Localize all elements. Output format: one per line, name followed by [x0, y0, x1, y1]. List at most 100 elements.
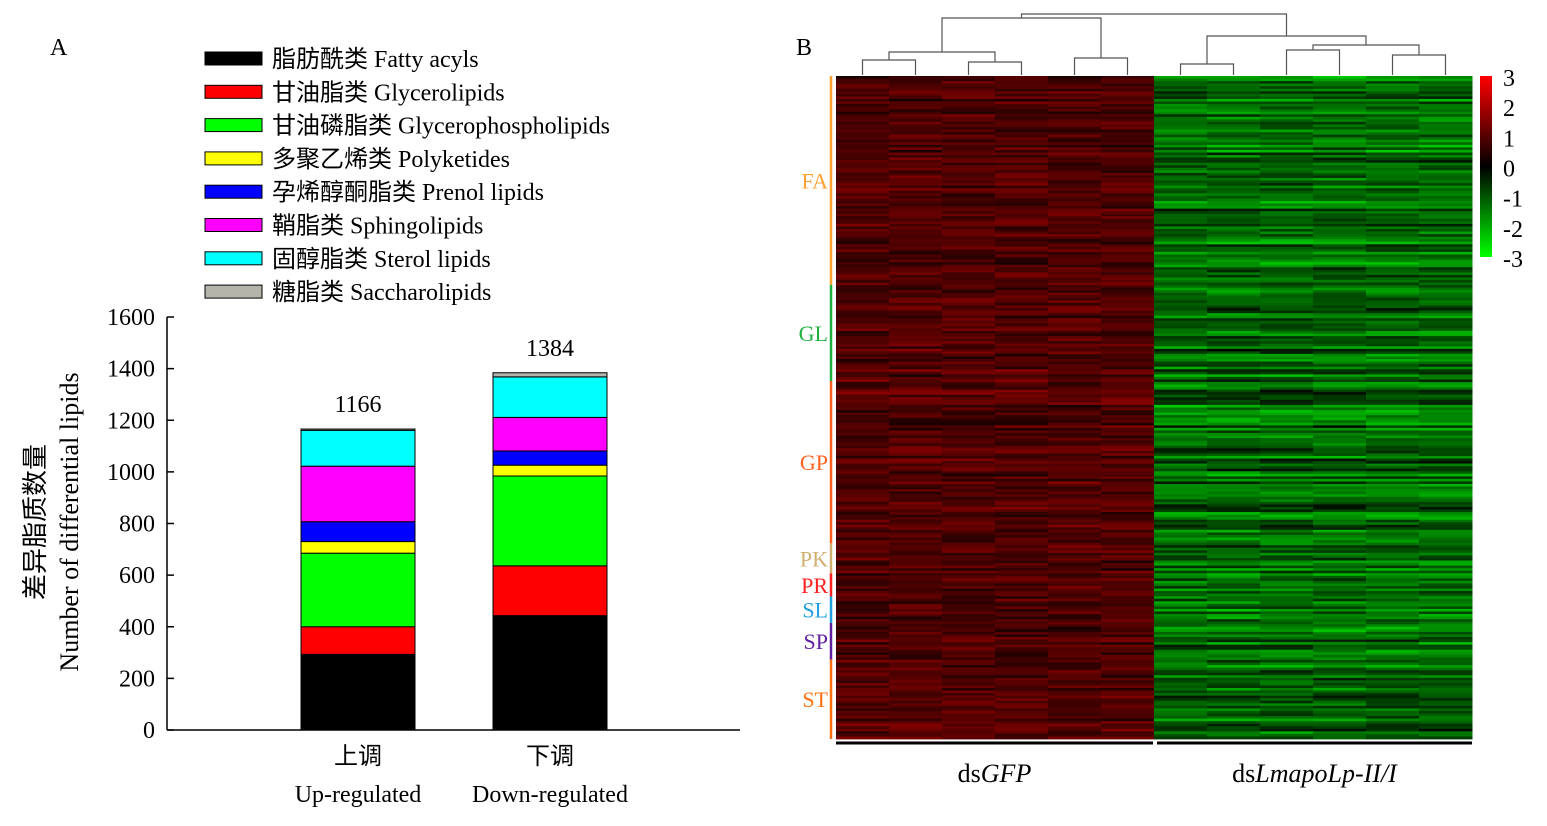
heatmap-cell [1366, 167, 1420, 171]
heatmap-cell [1154, 302, 1208, 306]
heatmap-cell [1048, 272, 1102, 276]
heatmap-cell [889, 351, 943, 355]
heatmap-cell [1260, 486, 1314, 490]
heatmap-cell [1101, 144, 1155, 148]
heatmap-cell [1260, 670, 1314, 674]
heatmap-cell [836, 96, 890, 100]
heatmap-cell [1419, 637, 1473, 640]
heatmap-cell [1366, 621, 1420, 625]
heatmap-cell [889, 96, 943, 100]
heatmap-cell [1366, 575, 1420, 579]
heatmap-cell [889, 160, 943, 164]
heatmap-cell [995, 675, 1049, 679]
heatmap-cell [1101, 208, 1155, 212]
heatmap-cell [836, 728, 890, 732]
heatmap-cell [1048, 193, 1102, 197]
heatmap-cell [995, 376, 1049, 380]
heatmap-cell [1207, 601, 1261, 605]
heatmap-cell [1207, 366, 1261, 370]
heatmap-cell [889, 407, 943, 411]
heatmap-cell [1154, 458, 1208, 462]
heatmap-cell [836, 328, 890, 332]
heatmap-cell [1154, 254, 1208, 258]
heatmap-cell [942, 453, 996, 457]
legend-swatch [204, 151, 263, 166]
heatmap-cell [942, 341, 996, 345]
heatmap-cell [836, 654, 890, 658]
heatmap-cell [1313, 206, 1367, 209]
heatmap-cell [1366, 430, 1420, 434]
heatmap-cell [1101, 371, 1155, 375]
heatmap-cell [1260, 611, 1314, 615]
heatmap-cell [995, 249, 1049, 253]
heatmap-cell [1260, 453, 1314, 457]
heatmap-cell [1366, 509, 1420, 513]
heatmap-cell [942, 121, 996, 125]
heatmap-cell [1419, 639, 1473, 643]
heatmap-cell [1101, 195, 1155, 199]
heatmap-cell [1154, 384, 1208, 388]
heatmap-cell [1101, 139, 1155, 143]
heatmap-cell [1260, 614, 1314, 617]
heatmap-cell [1419, 129, 1473, 133]
heatmap-cell [995, 305, 1049, 309]
heatmap-cell [1366, 152, 1420, 156]
heatmap-cell [942, 254, 996, 258]
heatmap-cell [1101, 343, 1155, 347]
heatmap-cell [1101, 313, 1155, 317]
heatmap-cell [995, 387, 1049, 391]
heatmap-cell [1048, 231, 1102, 235]
y-tick-label: 1600 [107, 305, 155, 331]
heatmap-cell [1366, 188, 1420, 192]
heatmap-cell [995, 366, 1049, 370]
dendrogram-link [1179, 63, 1235, 75]
heatmap-cell [1366, 86, 1420, 90]
heatmap-cell [1048, 356, 1102, 360]
heatmap-cell [1366, 448, 1420, 452]
heatmap-cell [1101, 338, 1155, 342]
heatmap-cell [1366, 236, 1420, 240]
heatmap-cell [836, 98, 890, 102]
heatmap-cell [836, 568, 890, 572]
heatmap-cell [1366, 277, 1420, 281]
heatmap-cell [1366, 216, 1420, 220]
heatmap-cell [1101, 203, 1155, 207]
heatmap-cell [889, 78, 943, 82]
heatmap-cell [995, 119, 1049, 123]
heatmap-cell [1101, 647, 1155, 651]
heatmap-cell [889, 512, 943, 515]
heatmap-cell [1260, 649, 1314, 653]
heatmap-cell [1366, 670, 1420, 674]
heatmap-cell [942, 665, 996, 668]
heatmap-cell [836, 183, 890, 187]
heatmap-cell [1207, 713, 1261, 717]
heatmap-cell [889, 310, 943, 314]
heatmap-cell [1313, 144, 1367, 148]
heatmap-cell [1048, 672, 1102, 676]
heatmap-cell [1101, 540, 1155, 544]
heatmap-cell [1207, 659, 1261, 663]
heatmap-cell [995, 726, 1049, 730]
heatmap-cell [1207, 144, 1261, 148]
heatmap-cell [836, 200, 890, 204]
heatmap-cell [1048, 519, 1102, 523]
heatmap-cell [1048, 142, 1102, 146]
heatmap-cell [995, 226, 1049, 230]
heatmap-cell [836, 537, 890, 541]
heatmap-cell [995, 139, 1049, 143]
heatmap-cell [1260, 736, 1314, 740]
heatmap-cell [995, 501, 1049, 505]
heatmap-cell [995, 341, 1049, 345]
heatmap-cell [995, 631, 1049, 635]
heatmap-cell [942, 195, 996, 199]
color-scale-tick-label: 1 [1503, 126, 1515, 152]
heatmap-cell [942, 512, 996, 515]
heatmap-cell [889, 147, 943, 151]
heatmap-cell [1048, 116, 1102, 120]
heatmap-cell [1207, 458, 1261, 462]
heatmap-cell [1207, 348, 1261, 352]
heatmap-cell [1048, 512, 1102, 515]
heatmap-cell [995, 563, 1049, 566]
heatmap-cell [942, 246, 996, 250]
